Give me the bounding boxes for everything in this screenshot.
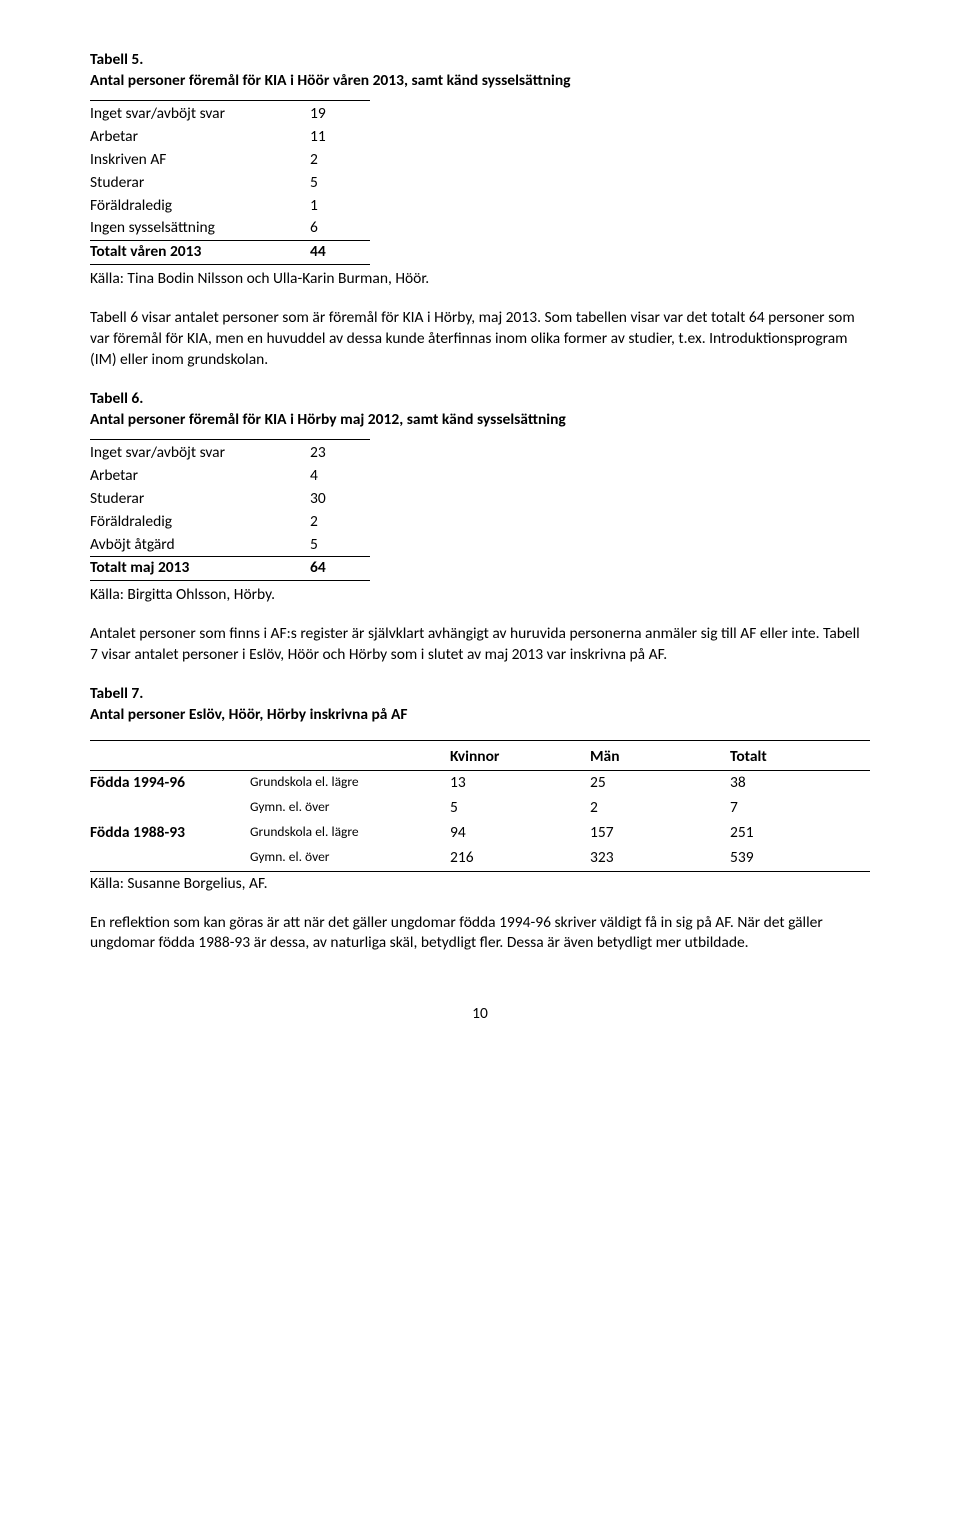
row-value: 6 <box>310 217 370 240</box>
row-value: 19 <box>310 103 370 126</box>
row-value: 5 <box>310 534 370 557</box>
page-number: 10 <box>90 1004 870 1025</box>
table-row: Gymn. el. över 5 2 7 <box>90 796 870 821</box>
paragraph-3: En reflektion som kan göras är att när d… <box>90 913 870 955</box>
table-total-row: Totalt maj 2013 64 <box>90 557 370 581</box>
tabell7-title: Antal personer Eslöv, Höör, Hörby inskri… <box>90 705 870 726</box>
cell-man: 323 <box>590 846 730 871</box>
row-label: Föräldraledig <box>90 511 310 534</box>
tabell7-source: Källa: Susanne Borgelius, AF. <box>90 874 870 895</box>
cell-kvinnor: 216 <box>450 846 590 871</box>
row-label: Inskriven AF <box>90 149 310 172</box>
table-row: Inget svar/avböjt svar 23 <box>90 442 370 465</box>
table-row: Födda 1988-93 Grundskola el. lägre 94 15… <box>90 821 870 846</box>
tabell7-label: Tabell 7. <box>90 684 870 705</box>
cell-totalt: 539 <box>730 846 870 871</box>
row-value: 4 <box>310 465 370 488</box>
cell-totalt: 38 <box>730 770 870 795</box>
cell-man: 25 <box>590 770 730 795</box>
table-row: Arbetar 11 <box>90 126 370 149</box>
col-totalt: Totalt <box>730 745 870 770</box>
row-label: Avböjt åtgärd <box>90 534 310 557</box>
edu-label: Gymn. el. över <box>250 796 450 821</box>
row-label: Totalt våren 2013 <box>90 241 310 265</box>
row-label: Arbetar <box>90 126 310 149</box>
paragraph-1: Tabell 6 visar antalet personer som är f… <box>90 308 870 371</box>
col-man: Män <box>590 745 730 770</box>
tabell5-label: Tabell 5. <box>90 50 870 71</box>
table-row: Föräldraledig 2 <box>90 511 370 534</box>
row-label: Ingen sysselsättning <box>90 217 310 240</box>
edu-label: Gymn. el. över <box>250 846 450 871</box>
tabell5-table: Inget svar/avböjt svar 19 Arbetar 11 Ins… <box>90 100 370 265</box>
edu-label: Grundskola el. lägre <box>250 770 450 795</box>
cell-kvinnor: 13 <box>450 770 590 795</box>
edu-label: Grundskola el. lägre <box>250 821 450 846</box>
row-value: 30 <box>310 488 370 511</box>
row-value: 2 <box>310 149 370 172</box>
table-row: Inget svar/avböjt svar 19 <box>90 103 370 126</box>
row-label: Studerar <box>90 488 310 511</box>
row-value: 11 <box>310 126 370 149</box>
group-label: Födda 1994-96 <box>90 770 250 795</box>
row-value: 23 <box>310 442 370 465</box>
document-page: Tabell 5. Antal personer föremål för KIA… <box>0 0 960 1065</box>
row-value: 64 <box>310 557 370 581</box>
table-row: Gymn. el. över 216 323 539 <box>90 846 870 871</box>
tabell5-title: Antal personer föremål för KIA i Höör vå… <box>90 71 870 92</box>
row-value: 2 <box>310 511 370 534</box>
row-label: Studerar <box>90 172 310 195</box>
table-row: Ingen sysselsättning 6 <box>90 217 370 240</box>
row-label: Inget svar/avböjt svar <box>90 442 310 465</box>
tabell6-label: Tabell 6. <box>90 389 870 410</box>
row-label: Arbetar <box>90 465 310 488</box>
header-row: Kvinnor Män Totalt <box>90 745 870 770</box>
tabell7-table: Kvinnor Män Totalt Födda 1994-96 Grundsk… <box>90 740 870 872</box>
cell-man: 2 <box>590 796 730 821</box>
row-value: 1 <box>310 195 370 218</box>
row-label: Föräldraledig <box>90 195 310 218</box>
tabell6-source: Källa: Birgitta Ohlsson, Hörby. <box>90 585 870 606</box>
row-label: Totalt maj 2013 <box>90 557 310 581</box>
table-row: Studerar 5 <box>90 172 370 195</box>
table-row: Föräldraledig 1 <box>90 195 370 218</box>
table-row: Avböjt åtgärd 5 <box>90 534 370 557</box>
tabell5-source: Källa: Tina Bodin Nilsson och Ulla-Karin… <box>90 269 870 290</box>
row-value: 5 <box>310 172 370 195</box>
group-label: Födda 1988-93 <box>90 821 250 846</box>
tabell6-title: Antal personer föremål för KIA i Hörby m… <box>90 410 870 431</box>
cell-kvinnor: 94 <box>450 821 590 846</box>
row-value: 44 <box>310 241 370 265</box>
cell-totalt: 251 <box>730 821 870 846</box>
table-row: Arbetar 4 <box>90 465 370 488</box>
col-kvinnor: Kvinnor <box>450 745 590 770</box>
row-label: Inget svar/avböjt svar <box>90 103 310 126</box>
table-row: Studerar 30 <box>90 488 370 511</box>
cell-kvinnor: 5 <box>450 796 590 821</box>
table-row: Inskriven AF 2 <box>90 149 370 172</box>
table-row: Födda 1994-96 Grundskola el. lägre 13 25… <box>90 770 870 795</box>
cell-totalt: 7 <box>730 796 870 821</box>
tabell6-table: Inget svar/avböjt svar 23 Arbetar 4 Stud… <box>90 439 370 582</box>
paragraph-2: Antalet personer som finns i AF:s regist… <box>90 624 870 666</box>
table-total-row: Totalt våren 2013 44 <box>90 241 370 265</box>
cell-man: 157 <box>590 821 730 846</box>
